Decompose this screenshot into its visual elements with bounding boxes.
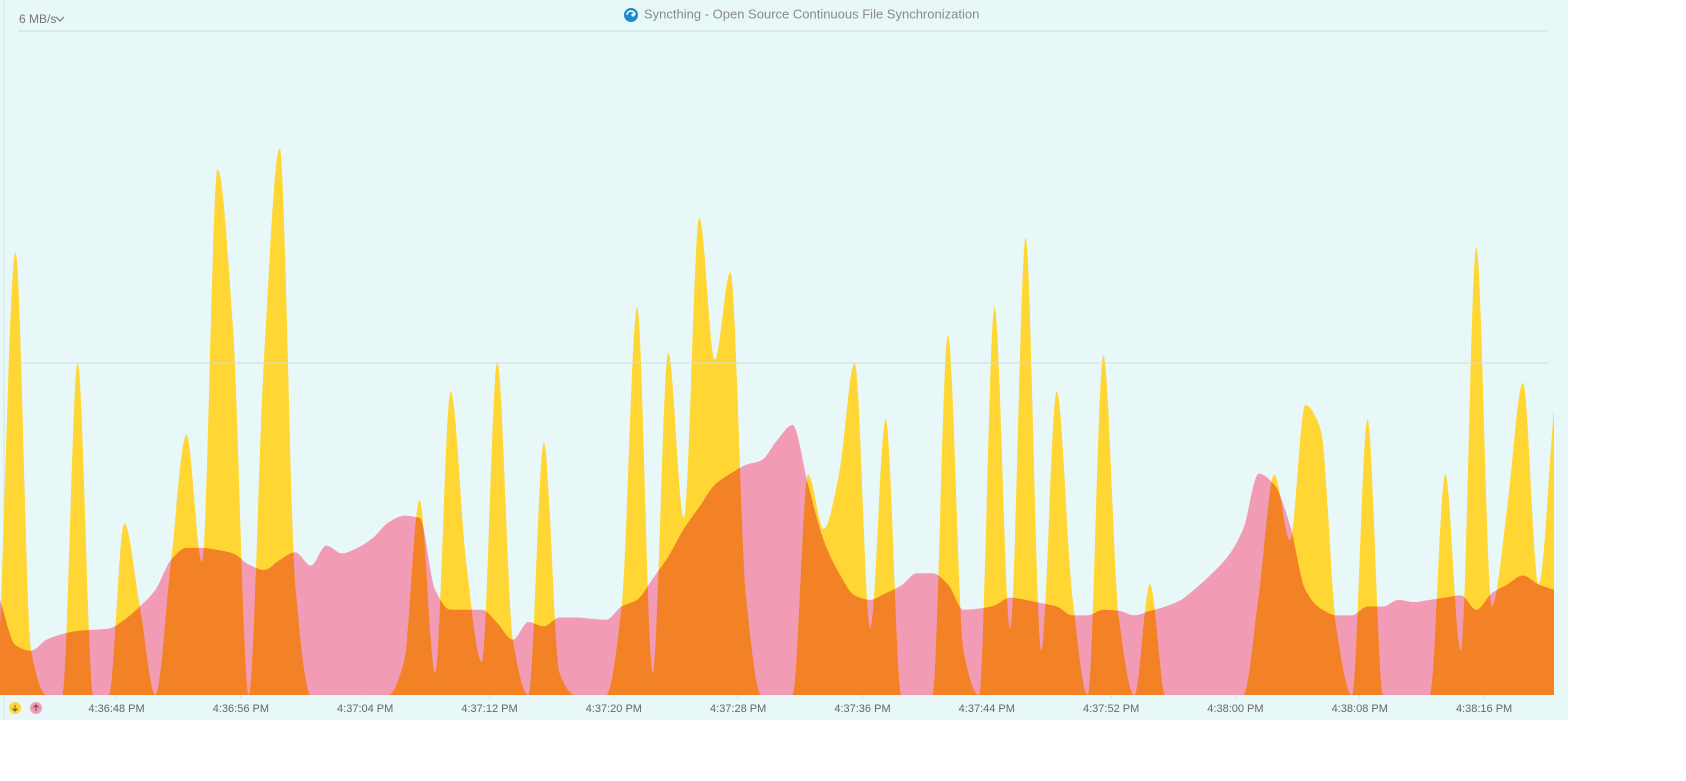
x-tick-label: 4:38:16 PM — [1456, 703, 1512, 715]
x-tick-label: 4:37:12 PM — [461, 703, 517, 715]
x-tick-label: 4:38:08 PM — [1332, 703, 1388, 715]
x-tick-label: 4:37:04 PM — [337, 703, 393, 715]
areas — [0, 148, 1555, 696]
chart-title: Syncthing - Open Source Continuous File … — [644, 6, 979, 21]
x-tick-label: 4:36:48 PM — [88, 703, 144, 715]
download-arrow — [12, 705, 18, 712]
dropdown-chevron[interactable] — [55, 16, 65, 22]
upload-arrow — [33, 704, 39, 711]
scale-selector[interactable]: 6 MB/s — [19, 12, 56, 26]
x-tick-label: 4:37:52 PM — [1083, 703, 1139, 715]
x-tick-label: 4:37:44 PM — [959, 703, 1015, 715]
x-tick-label: 4:36:56 PM — [213, 703, 269, 715]
x-tick-label: 4:38:00 PM — [1207, 703, 1263, 715]
x-tick-label: 4:37:20 PM — [586, 703, 642, 715]
area — [0, 424, 1555, 695]
legend — [9, 702, 42, 714]
x-tick-label: 4:37:36 PM — [834, 703, 890, 715]
logo — [624, 8, 638, 22]
x-tick-label: 4:37:28 PM — [710, 703, 766, 715]
